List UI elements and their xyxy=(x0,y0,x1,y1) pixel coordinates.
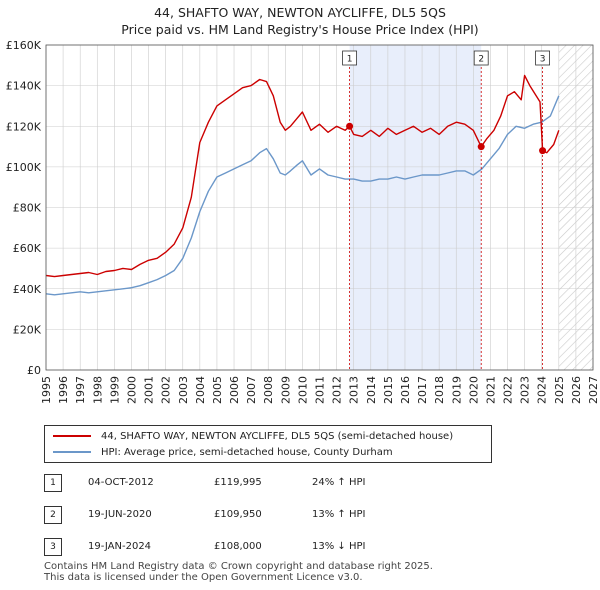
footer-attribution: Contains HM Land Registry data © Crown c… xyxy=(44,561,433,583)
x-tick-label: 2009 xyxy=(279,376,292,404)
plot-frame xyxy=(45,44,594,371)
x-tick-label: 1999 xyxy=(108,376,121,404)
x-tick-label: 2016 xyxy=(399,376,412,404)
hpi-line xyxy=(46,95,560,296)
x-tick-label: 2008 xyxy=(262,376,275,404)
y-tick-label: £40K xyxy=(13,283,42,296)
x-tick-label: 2000 xyxy=(125,376,138,404)
y-tick-label: £140K xyxy=(6,80,42,93)
x-tick-label: 1998 xyxy=(91,376,104,404)
legend-item-hpi: HPI: Average price, semi-detached house,… xyxy=(53,445,393,459)
y-tick-label: £80K xyxy=(13,202,42,215)
sale-price: £109,950 xyxy=(214,509,262,520)
chart-title: 44, SHAFTO WAY, NEWTON AYCLIFFE, DL5 5QS… xyxy=(0,4,600,38)
x-tick-label: 2010 xyxy=(296,376,309,404)
x-tick-label: 2015 xyxy=(382,376,395,404)
x-tick-label: 2021 xyxy=(484,376,497,404)
x-tick-label: 2007 xyxy=(245,376,258,404)
x-tick-label: 2027 xyxy=(587,376,600,404)
x-tick-label: 2003 xyxy=(177,376,190,404)
price-chart: 1 2 3 £0 £20K £40K £60K £80K £100K £120K £140K £16… xyxy=(6,39,600,404)
sale-row: 2 19-JUN-2020 £109,950 13% ↑ HPI xyxy=(44,506,444,526)
x-tick-label: 2022 xyxy=(502,376,515,404)
sale-marker-box xyxy=(342,50,357,66)
sale-price: £108,000 xyxy=(214,541,262,552)
y-tick-label: £0 xyxy=(27,364,41,377)
x-tick-label: 2025 xyxy=(553,376,566,404)
x-tick-label: 2013 xyxy=(348,376,361,404)
sale-point xyxy=(539,147,547,155)
x-tick-label: 2023 xyxy=(519,376,532,404)
sale-point xyxy=(346,122,354,130)
legend: 44, SHAFTO WAY, NEWTON AYCLIFFE, DL5 5QS… xyxy=(44,425,492,463)
sale-date: 04-OCT-2012 xyxy=(88,477,154,488)
sale-point xyxy=(477,143,485,151)
y-tick-label: £60K xyxy=(13,242,42,255)
x-tick-label: 2012 xyxy=(331,376,344,404)
chart-title-line: 44, SHAFTO WAY, NEWTON AYCLIFFE, DL5 5QS xyxy=(154,5,446,20)
property-price-line xyxy=(46,74,560,278)
sale-marker-box xyxy=(473,50,489,66)
hpi-line-swatch xyxy=(53,451,91,453)
y-tick-label: £160K xyxy=(6,39,42,52)
sale-date: 19-JUN-2020 xyxy=(88,509,152,520)
x-tick-label: 2002 xyxy=(160,376,173,404)
y-tick-label: £100K xyxy=(6,161,42,174)
sale-price: £119,995 xyxy=(214,477,262,488)
x-tick-label: 2004 xyxy=(194,376,207,404)
x-tick-label: 2005 xyxy=(211,376,224,404)
sale-row: 3 19-JAN-2024 £108,000 13% ↓ HPI xyxy=(44,538,444,558)
sale-marker-label: 1 xyxy=(347,55,353,65)
sale-number-badge: 2 xyxy=(44,506,62,524)
sale-hpi-delta: 24% ↑ HPI xyxy=(312,477,366,488)
sale-hpi-delta: 13% ↓ HPI xyxy=(312,541,366,552)
sale-marker-label: 3 xyxy=(540,55,546,65)
sale-number-badge: 3 xyxy=(44,538,62,556)
legend-item-property: 44, SHAFTO WAY, NEWTON AYCLIFFE, DL5 5QS… xyxy=(53,429,453,443)
footer-line-1: Contains HM Land Registry data © Crown c… xyxy=(44,561,433,572)
chart-subtitle: Price paid vs. HM Land Registry's House … xyxy=(121,22,479,37)
x-tick-label: 2017 xyxy=(416,376,429,404)
x-tick-label: 2006 xyxy=(228,376,241,404)
x-tick-label: 2026 xyxy=(570,376,583,404)
sale-marker-label: 2 xyxy=(478,55,484,65)
x-tick-label: 2014 xyxy=(365,376,378,404)
legend-label-property: 44, SHAFTO WAY, NEWTON AYCLIFFE, DL5 5QS… xyxy=(101,430,454,442)
legend-label-hpi: HPI: Average price, semi-detached house,… xyxy=(101,446,393,458)
x-tick-label: 2020 xyxy=(467,376,480,404)
x-tick-label: 1996 xyxy=(57,376,70,404)
x-tick-label: 2011 xyxy=(314,376,327,404)
x-tick-label: 2019 xyxy=(450,376,463,404)
sale-date: 19-JAN-2024 xyxy=(88,541,152,552)
sale-marker-box xyxy=(535,50,550,66)
x-tick-label: 2001 xyxy=(143,376,156,404)
y-tick-label: £20K xyxy=(13,323,42,336)
property-line-swatch xyxy=(53,435,91,437)
x-tick-label: 1995 xyxy=(40,376,53,404)
y-tick-label: £120K xyxy=(6,120,42,133)
footer-line-2: This data is licensed under the Open Gov… xyxy=(44,572,363,583)
sale-row: 1 04-OCT-2012 £119,995 24% ↑ HPI xyxy=(44,474,444,494)
x-tick-label: 2018 xyxy=(433,376,446,404)
x-tick-label: 1997 xyxy=(74,376,87,404)
sale-number-badge: 1 xyxy=(44,474,62,492)
sale-hpi-delta: 13% ↑ HPI xyxy=(312,509,366,520)
x-tick-label: 2024 xyxy=(536,376,549,404)
